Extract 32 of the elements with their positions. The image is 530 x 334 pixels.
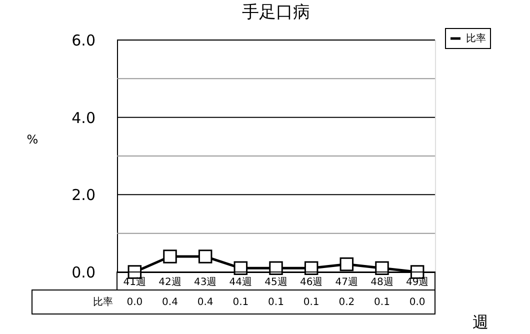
x-tick-label: 44週: [229, 277, 252, 288]
text: 0.1: [374, 297, 390, 308]
point: [375, 261, 389, 276]
y-tick-label: 0.0: [72, 264, 96, 282]
x-tick-label: 42週: [158, 277, 182, 288]
text: 0.1: [232, 297, 249, 308]
y-tick-label: 4.0: [72, 108, 96, 127]
point: [269, 261, 283, 276]
y-tick-label: 2.0: [72, 186, 96, 204]
text: 0.4: [197, 297, 214, 308]
point: [340, 257, 354, 272]
text: 0.2: [338, 297, 355, 308]
y-axis-title: %: [26, 132, 38, 146]
x-tick-label: 45週: [264, 277, 288, 288]
point: [163, 250, 177, 264]
chart-title: 手足口病: [242, 2, 310, 22]
legend-label: 比率: [466, 32, 486, 44]
point: [234, 261, 248, 276]
x-tick-label: 43週: [194, 277, 217, 288]
point: [198, 250, 212, 264]
point: [304, 261, 318, 276]
y-tick-label: 6.0: [72, 32, 96, 50]
text: 0.0: [126, 297, 143, 308]
x-tick-label: 46週: [300, 277, 323, 288]
x-tick-label: 48週: [370, 277, 394, 288]
x-tick-label: 47週: [335, 277, 358, 288]
text: 0.1: [268, 297, 284, 308]
text: 0.0: [409, 297, 426, 308]
text: 0.4: [162, 297, 178, 308]
text: 比率: [93, 297, 113, 308]
text: 0.1: [303, 297, 320, 308]
x-axis-title: 週: [472, 312, 488, 332]
